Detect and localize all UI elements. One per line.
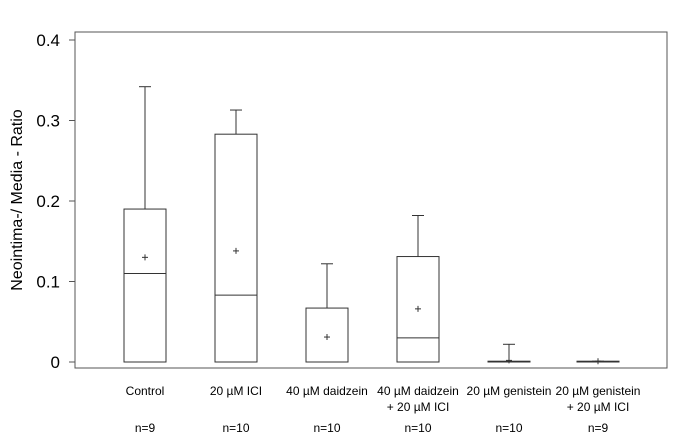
y-tick-label: 0.3 bbox=[36, 112, 60, 131]
x-axis-labels: Control n=9 20 µM ICI n=10 40 µM daidzein n=1… bbox=[126, 384, 641, 435]
sample-size-label: n=9 bbox=[135, 421, 156, 435]
box-rect bbox=[214, 133, 258, 363]
sample-size-label: n=10 bbox=[495, 421, 522, 435]
category-label: 20 µM genistein bbox=[467, 384, 552, 398]
boxes-layer bbox=[123, 86, 620, 365]
y-tick-label: 0.1 bbox=[36, 273, 60, 292]
box-3 bbox=[305, 263, 349, 363]
category-label: 20 µM ICI bbox=[210, 384, 262, 398]
category-label: 40 µM daidzein bbox=[286, 384, 368, 398]
y-tick-label: 0 bbox=[51, 353, 60, 372]
box-1 bbox=[123, 86, 167, 363]
sample-size-label: n=10 bbox=[313, 421, 340, 435]
y-tick-label: 0.4 bbox=[36, 31, 60, 50]
sample-size-label: n=10 bbox=[404, 421, 431, 435]
sample-size-label: n=9 bbox=[588, 421, 609, 435]
plot-frame bbox=[74, 31, 668, 369]
sample-size-label: n=10 bbox=[222, 421, 249, 435]
box-rect bbox=[396, 256, 440, 363]
box-5 bbox=[487, 343, 531, 364]
box-4 bbox=[396, 214, 440, 363]
category-label-line2: + 20 µM ICI bbox=[387, 400, 450, 414]
category-label: Control bbox=[126, 384, 165, 398]
box-6 bbox=[576, 358, 620, 365]
category-label: 40 µM daidzein bbox=[377, 384, 459, 398]
category-label-line2: + 20 µM ICI bbox=[567, 400, 630, 414]
category-label: 20 µM genistein bbox=[556, 384, 641, 398]
y-tick-label: 0.2 bbox=[36, 192, 60, 211]
box-rect bbox=[123, 208, 167, 363]
y-axis: 0 0.1 0.2 0.3 0.4 bbox=[36, 31, 75, 372]
y-axis-label: Neointima-/ Media - Ratio bbox=[9, 109, 26, 291]
box-2 bbox=[214, 109, 258, 363]
